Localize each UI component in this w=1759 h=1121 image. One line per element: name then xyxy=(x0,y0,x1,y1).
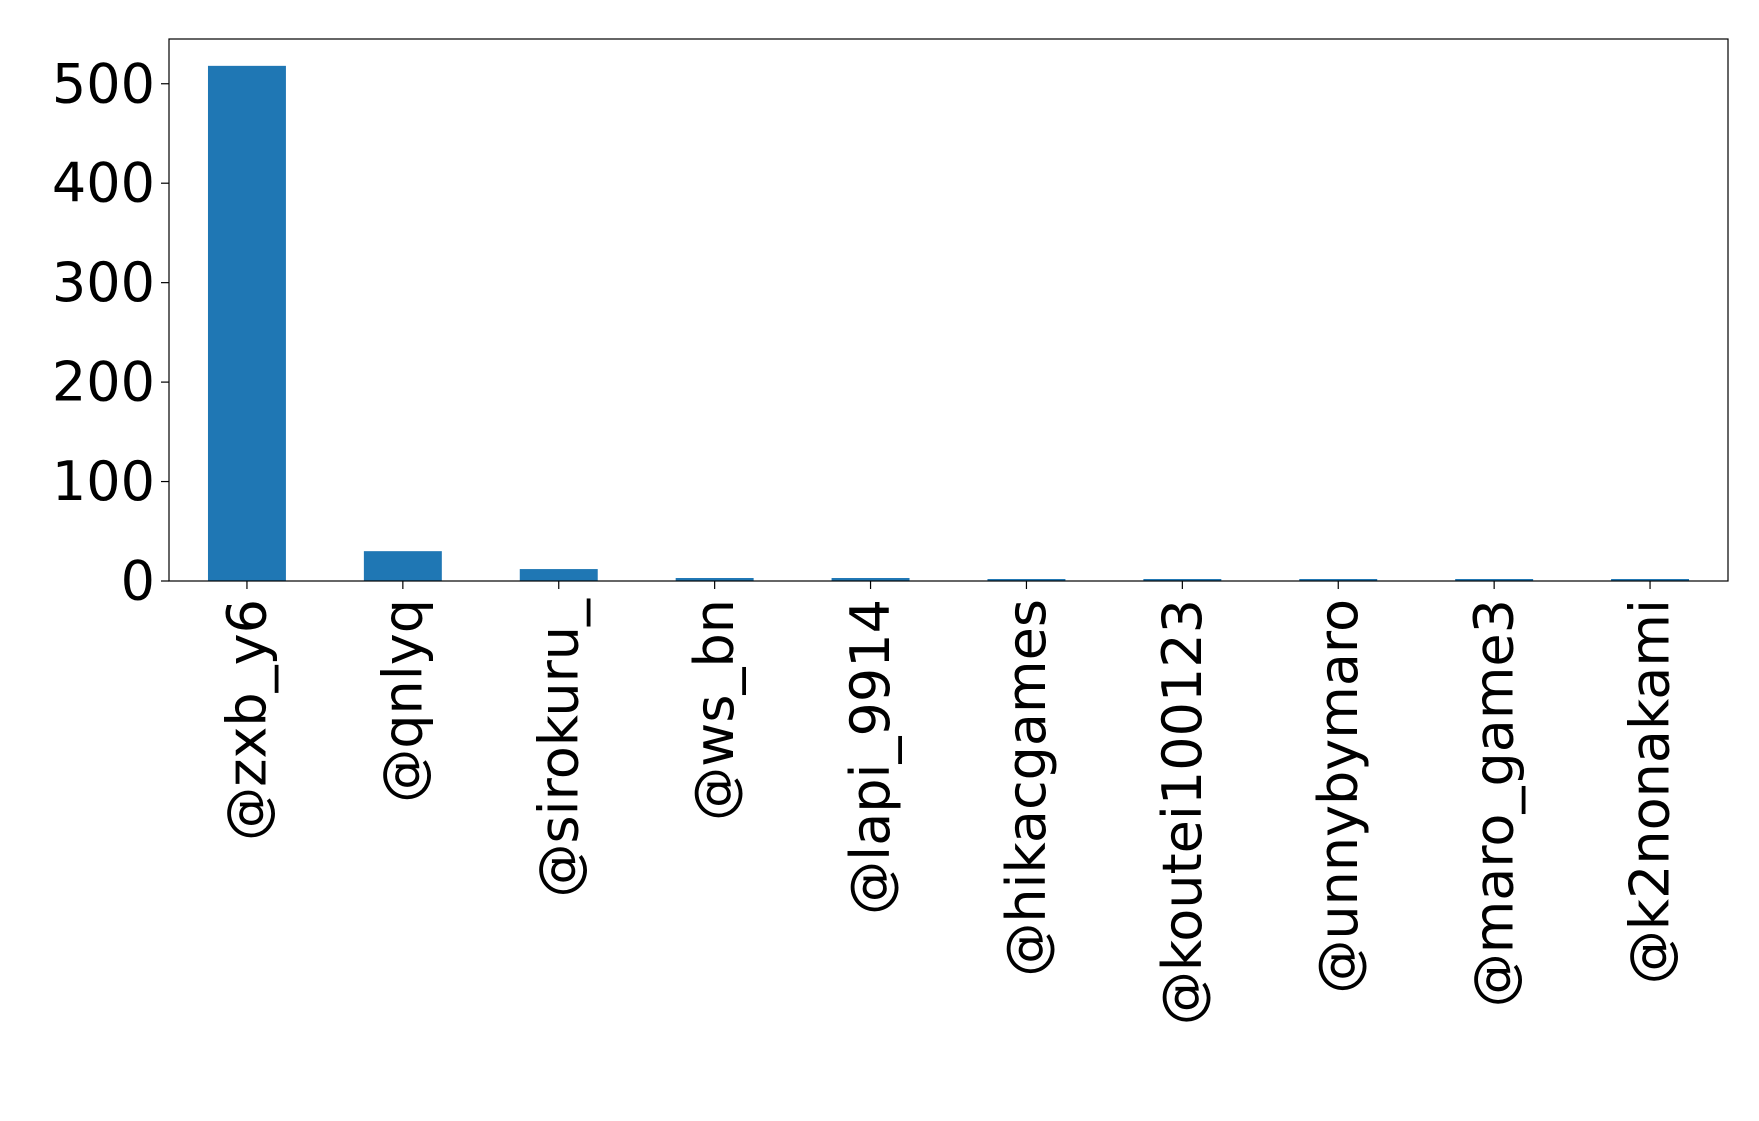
y-tick-label-3: 300 xyxy=(52,251,155,314)
y-tick-label-2: 200 xyxy=(52,351,155,414)
x-tick-label-0: @zxb_y6 xyxy=(215,599,278,841)
x-tick-label-5: @hikacgames xyxy=(995,599,1058,977)
bar-2 xyxy=(519,569,598,581)
y-tick-label-5: 500 xyxy=(52,52,155,115)
bar-3 xyxy=(675,578,754,581)
x-tick-label-2: @sirokuru_ xyxy=(527,598,590,897)
x-tick-label-9: @k2nonakami xyxy=(1619,599,1682,984)
bar-6 xyxy=(1143,579,1222,581)
y-tick-label-4: 400 xyxy=(52,152,155,215)
bar-7 xyxy=(1299,579,1378,581)
bar-9 xyxy=(1611,579,1690,581)
y-tick-label-0: 0 xyxy=(121,550,155,613)
x-tick-label-8: @maro_game3 xyxy=(1463,599,1526,1007)
x-tick-label-4: @lapi_9914 xyxy=(839,599,902,915)
bar-4 xyxy=(831,578,910,581)
bar-0 xyxy=(207,65,286,581)
bar-5 xyxy=(987,579,1066,581)
x-tick-label-7: @unnybymaro xyxy=(1307,599,1370,994)
x-tick-label-3: @ws_bn xyxy=(683,599,746,821)
x-tick-label-6: @koutei100123 xyxy=(1151,599,1214,1025)
plot-frame xyxy=(168,38,1729,582)
x-tick-label-1: @qnlyq xyxy=(371,599,434,803)
bar-1 xyxy=(363,551,442,581)
y-tick-label-1: 100 xyxy=(52,450,155,513)
bar-8 xyxy=(1455,579,1534,581)
